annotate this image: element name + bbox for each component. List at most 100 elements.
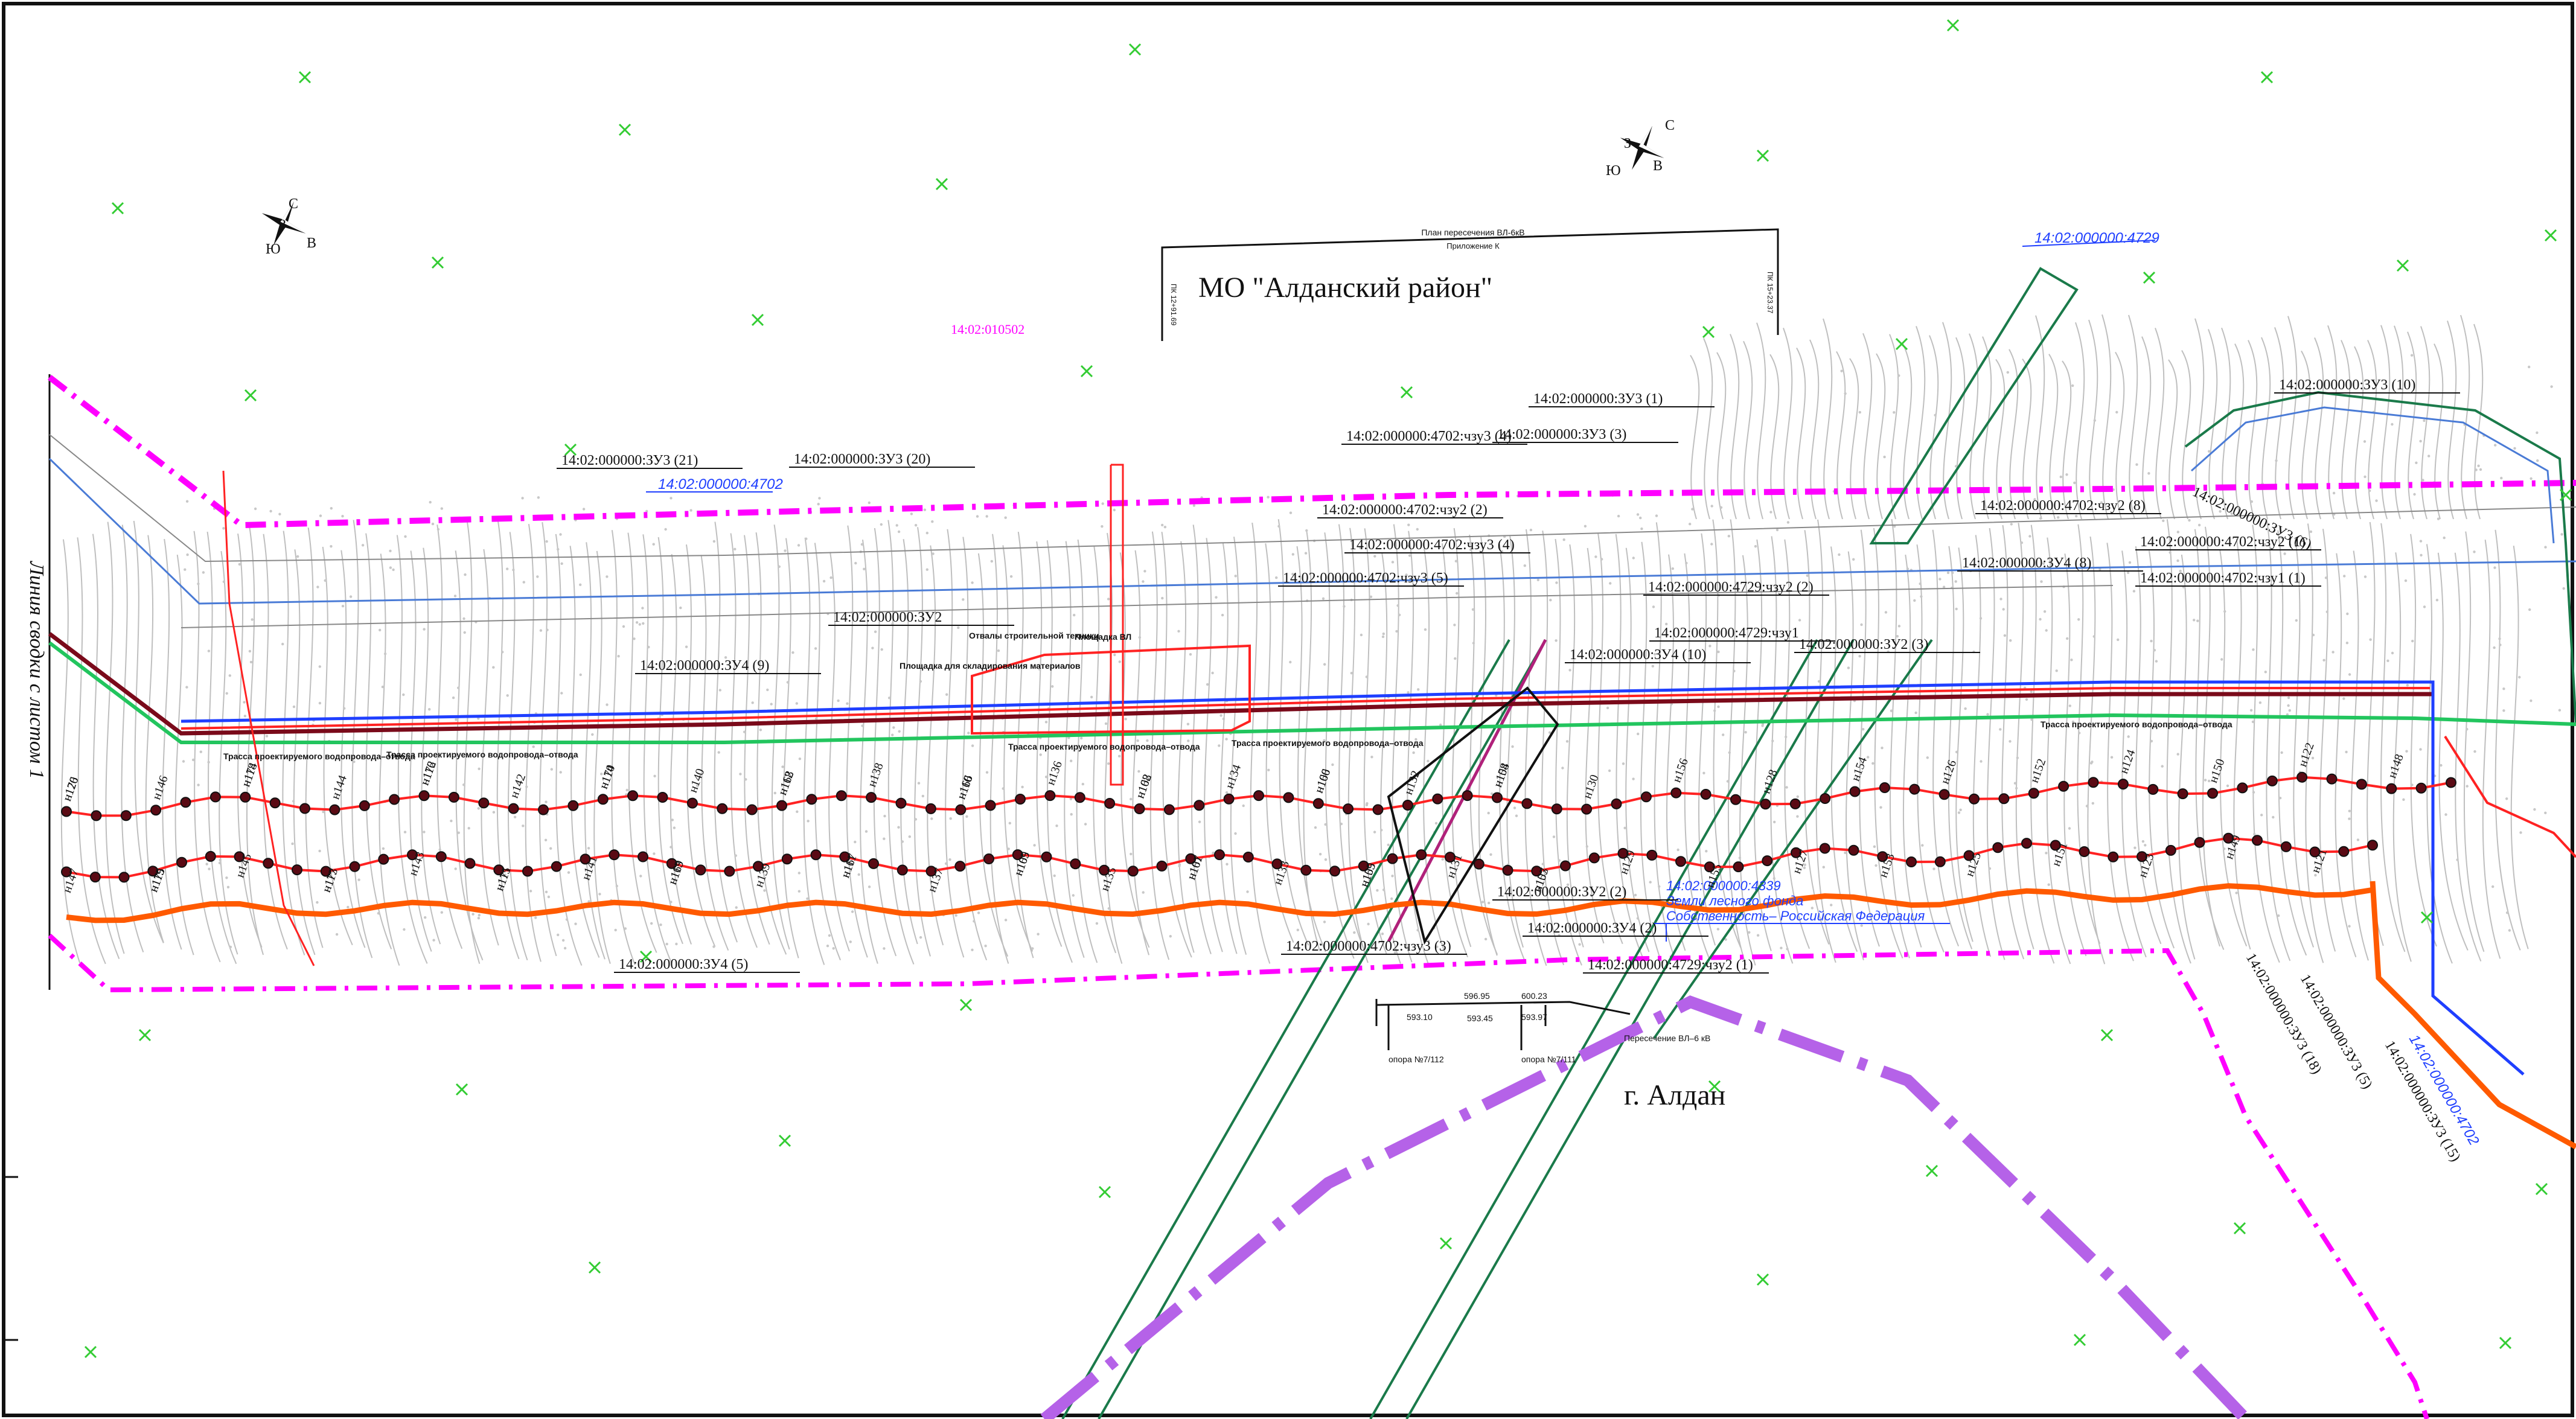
survey-point-icon	[1521, 798, 1533, 809]
survey-point-icon	[2338, 846, 2350, 857]
survey-point-icon	[2147, 783, 2159, 795]
survey-point-icon	[263, 858, 274, 869]
survey-point-icon	[378, 853, 389, 865]
survey-point-icon	[61, 806, 72, 817]
survey-cross-icon	[2143, 271, 2156, 284]
parcel-label: 14:02:000000:ЗУ2 (3)	[1799, 637, 1928, 652]
parcel-label: 14:02:000000:ЗУ3 (20)	[794, 451, 930, 467]
survey-point-icon	[753, 861, 764, 872]
survey-point-icon	[2021, 838, 2032, 849]
parcel-label: 14:02:000000:4702:чзу2 (1)	[2140, 534, 2306, 550]
pipeline-label: Трасса проектируемого водопровода–отвода	[2041, 719, 2232, 729]
survey-point-icon	[776, 800, 787, 811]
survey-point-icon	[1492, 792, 1503, 803]
survey-point-icon	[1253, 790, 1264, 802]
survey-point-icon	[1473, 858, 1485, 870]
survey-point-icon	[1104, 798, 1116, 809]
parcel-label: 14:02:000000:4729:чзу1	[1654, 625, 1799, 641]
pole-label-112: опора №7/112	[1389, 1054, 1444, 1064]
survey-point-icon	[1372, 804, 1384, 815]
survey-point-icon	[925, 803, 936, 814]
survey-point-icon	[2137, 851, 2147, 863]
survey-point-icon	[954, 861, 966, 872]
existing-pipeline-darkred	[48, 632, 2433, 736]
survey-point-icon	[2280, 841, 2292, 852]
survey-point-icon	[389, 794, 400, 805]
survey-point-icon	[1906, 856, 1917, 867]
survey-cross-icon	[639, 950, 653, 963]
blue-parcel-4702: 14:02:000000:4702	[658, 476, 783, 493]
survey-point-icon	[320, 866, 331, 877]
survey-point-icon	[2207, 788, 2218, 799]
survey-cross-icon	[138, 1028, 152, 1042]
survey-cross-icon	[2535, 1182, 2548, 1196]
survey-point-icon	[1849, 786, 1861, 797]
survey-point-icon	[1194, 800, 1205, 811]
survey-cross-icon	[778, 1134, 791, 1147]
parcel-label: 14:02:000000:ЗУ3 (10)	[2279, 377, 2415, 393]
survey-point-icon	[1015, 794, 1026, 805]
parcel-label: 14:02:000000:ЗУ2 (2)	[1497, 884, 1626, 900]
survey-point-icon	[1934, 856, 1946, 867]
elevation-2: 593.45	[1467, 1013, 1493, 1023]
survey-point-icon	[1617, 847, 1629, 859]
survey-point-icon	[478, 797, 490, 809]
elevation-3: 593.97	[1521, 1012, 1547, 1022]
survey-point-icon	[1700, 789, 1711, 800]
survey-cross-icon	[935, 177, 948, 191]
crossing-inset: План пересечения ВЛ-6кВ Приложение К ПК …	[1161, 228, 1779, 341]
survey-point-icon	[580, 853, 591, 865]
survey-point-icon	[359, 800, 370, 811]
survey-point-icon	[746, 804, 758, 815]
survey-point-icon	[1820, 793, 1831, 804]
survey-point-icon	[2252, 835, 2263, 846]
survey-cross-icon	[298, 71, 312, 84]
survey-point-icon	[1134, 803, 1145, 814]
route-orange-east	[2370, 881, 2576, 1149]
inset-subtitle: Приложение К	[1446, 241, 1500, 250]
survey-point-icon	[435, 851, 447, 863]
parcel-label: 14:02:000000:4702:чзу3 (3)	[1286, 939, 1451, 954]
forest-note-2: Собственность– Российская Федерация	[1666, 908, 1925, 923]
survey-point-icon	[567, 800, 579, 811]
survey-point-icon	[2309, 846, 2321, 858]
survey-point-icon	[209, 791, 221, 803]
survey-point-icon	[180, 797, 191, 808]
survey-point-icon	[2165, 844, 2176, 856]
survey-point-icon	[597, 794, 609, 805]
survey-point-icon	[866, 792, 877, 803]
survey-point-icon	[1271, 858, 1283, 870]
survey-point-icon	[407, 849, 418, 861]
corridor-grey-line	[49, 434, 2576, 563]
parcel-label: 14:02:000000:4702:чзу3 (5)	[1283, 570, 1448, 586]
survey-cross-icon	[455, 1083, 468, 1096]
survey-point-icon	[1909, 783, 1920, 795]
crossing-parcel-black	[1387, 686, 1559, 945]
survey-point-icon	[1789, 798, 1801, 809]
corridor-grey-line-2	[181, 585, 2114, 628]
survey-point-icon	[1704, 861, 1715, 873]
parcel-label: 14:02:000000:ЗУ3 (21)	[561, 453, 698, 468]
pipeline-label: Трасса проектируемого водопровода–отвода	[1232, 738, 1424, 748]
survey-point-icon	[1560, 860, 1571, 872]
survey-point-icon	[2326, 773, 2338, 785]
survey-point-icon	[292, 864, 302, 876]
parcel-label: 14:02:000000:4702:чзу3 (4)	[1349, 537, 1515, 553]
forest-parcel: 14:02:000000:4339	[1666, 878, 1781, 893]
survey-cross-icon	[2233, 1222, 2246, 1235]
survey-point-icon	[2237, 782, 2248, 794]
survey-point-icon	[205, 850, 216, 862]
survey-point-icon	[1760, 799, 1771, 810]
survey-cross-icon	[1946, 19, 1960, 32]
survey-point-icon	[1762, 855, 1773, 867]
survey-point-icon	[2266, 775, 2278, 786]
elevation-5: 600.23	[1521, 991, 1547, 1001]
survey-point-icon	[1214, 849, 1225, 861]
compass-west-1: З	[279, 217, 286, 233]
parcel-label: 14:02:000000:ЗУ4 (2)	[1527, 920, 1657, 936]
survey-point-icon	[418, 790, 430, 802]
survey-point-icon	[1044, 790, 1056, 802]
survey-point-icon	[1670, 787, 1682, 799]
survey-point-icon	[1070, 858, 1081, 870]
